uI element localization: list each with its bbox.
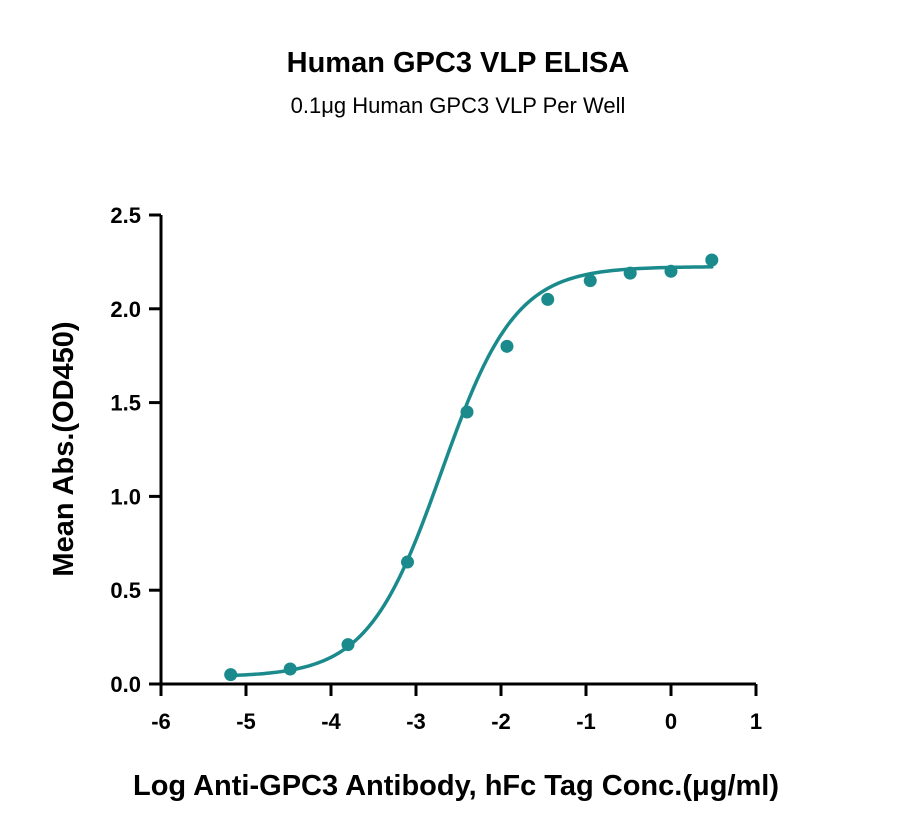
y-tick-label: 0.5 [110, 578, 141, 603]
x-tick-label: -2 [491, 709, 511, 734]
y-tick-label: 2.0 [110, 297, 141, 322]
y-axis: 0.0 0.5 1.0 1.5 2.0 2.5 [110, 203, 161, 697]
x-tick-label: -6 [151, 709, 171, 734]
x-axis-title: Log Anti-GPC3 Antibody, hFc Tag Conc.(μg… [133, 770, 779, 802]
x-axis: -6 -5 -4 -3 -2 -1 0 1 [151, 684, 762, 734]
chart-subtitle: 0.1μg Human GPC3 VLP Per Well [291, 93, 626, 118]
plot-area [224, 253, 719, 682]
fit-curve [228, 265, 714, 678]
x-tick-label: 1 [750, 709, 762, 734]
data-point [623, 266, 637, 280]
data-point [341, 638, 355, 652]
y-tick-label: 2.5 [110, 203, 141, 228]
data-point [500, 339, 514, 353]
y-tick-label: 1.5 [110, 391, 141, 416]
y-axis-title: Mean Abs.(OD450) [48, 321, 80, 576]
x-tick-label: -1 [576, 709, 596, 734]
x-tick-label: -3 [406, 709, 426, 734]
x-tick-label: 0 [665, 709, 677, 734]
chart-title: Human GPC3 VLP ELISA [287, 47, 630, 79]
data-point [705, 253, 719, 267]
x-tick-label: -4 [321, 709, 341, 734]
data-point [460, 405, 474, 419]
x-tick-label: -5 [236, 709, 256, 734]
data-point [541, 292, 555, 306]
data-point [283, 662, 297, 676]
data-point [583, 274, 597, 288]
y-tick-label: 0.0 [110, 672, 141, 697]
data-point [664, 264, 678, 278]
data-point [401, 555, 414, 569]
data-point [224, 668, 238, 682]
y-tick-label: 1.0 [110, 484, 141, 509]
